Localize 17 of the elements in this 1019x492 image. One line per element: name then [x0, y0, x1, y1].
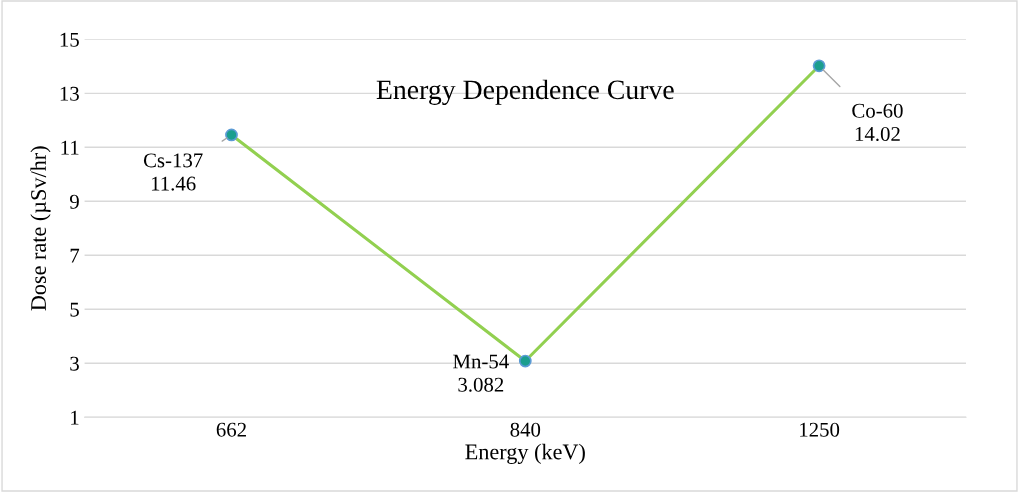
y-tick-label: 15: [60, 32, 79, 47]
y-tick-label: 11: [61, 140, 79, 155]
y-tick-label: 1: [71, 410, 79, 425]
y-tick-label: 9: [69, 194, 79, 209]
y-axis-title: Dose rate (µSv/hr): [30, 146, 51, 311]
annotation: Mn-54 3.082: [453, 354, 509, 392]
y-tick-label: 3: [70, 356, 79, 371]
annotation: Co-60 14.02: [852, 103, 903, 142]
x-tick-label: 840: [510, 422, 541, 437]
text: Energy Dependence Curve: [376, 79, 674, 105]
y-tick-label: 7: [70, 248, 80, 263]
annotation: Cs-137 11.46: [143, 153, 203, 191]
x-tick-label: 1250: [800, 422, 840, 437]
y-tick-label: 5: [70, 302, 79, 317]
x-tick-label: 662: [216, 422, 246, 437]
y-tick-label: 13: [60, 86, 79, 101]
x-axis-title: Energy (keV): [465, 443, 585, 464]
